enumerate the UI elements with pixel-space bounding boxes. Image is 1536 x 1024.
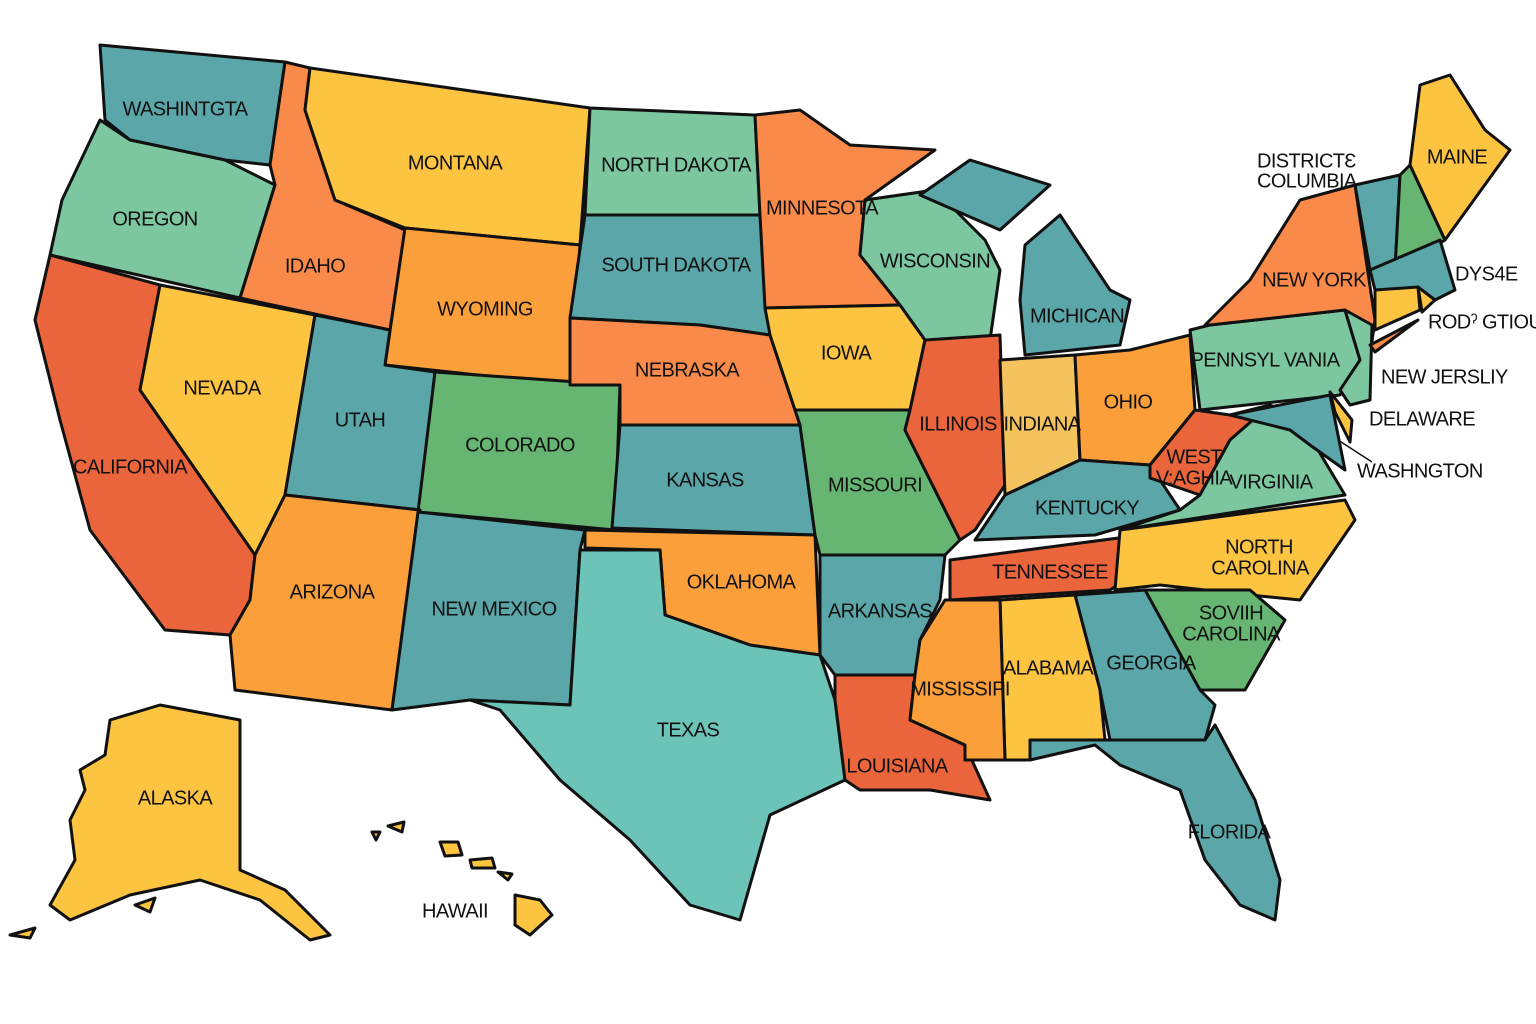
callout-district-of-columbia: COLUMBIA [1257, 170, 1358, 192]
state-label-nevada: NEVADA [183, 377, 261, 399]
state-label-hawaii: HAWAII [422, 900, 488, 922]
callout-new-jersey-callout: NEW JERSLIY [1381, 366, 1508, 388]
state-alaska[interactable] [48, 703, 332, 942]
state-hawaii[interactable] [370, 830, 382, 842]
state-label-north-carolina: CAROLINA [1211, 557, 1310, 579]
state-label-alabama: ALABAMA [1003, 657, 1095, 679]
state-rhode-island[interactable] [1416, 285, 1437, 314]
state-label-alaska: ALASKA [138, 787, 213, 809]
state-label-north-dakota: NORTH DAKOTA [601, 154, 752, 176]
callout-dys4e: DYS4E [1455, 263, 1518, 285]
state-label-idaho: IDAHO [285, 255, 345, 277]
state-hawaii[interactable] [386, 820, 406, 834]
callout-delaware-callout: DELAWARE [1369, 408, 1475, 430]
state-label-maine: MAINE [1427, 146, 1488, 168]
state-hawaii[interactable] [468, 856, 497, 870]
state-label-wyoming: WYOMING [437, 298, 533, 320]
state-label-arizona: ARIZONA [290, 581, 376, 603]
callout-rhode-island-callout: RODˀ GTIOUTT [1428, 311, 1536, 333]
state-florida[interactable] [1028, 723, 1282, 922]
state-label-south-carolina: CAROLINA [1182, 623, 1281, 645]
state-alabama[interactable] [998, 593, 1107, 762]
state-label-new-york: NEW YORK [1262, 269, 1367, 291]
state-label-west-virginia: V:AGHIA [1156, 467, 1233, 489]
callout-district-of-columbia: DISTRICTƐ [1257, 150, 1356, 172]
state-label-west-virginia: WEST [1166, 446, 1222, 468]
state-label-kansas: KANSAS [666, 469, 744, 491]
state-michigan[interactable] [918, 158, 1052, 232]
state-michigan[interactable] [1018, 213, 1132, 357]
state-texas[interactable] [468, 548, 847, 922]
state-label-pennsylvania: PENNSYL VANIA [1191, 349, 1341, 371]
state-label-california: CALIFORNIA [73, 456, 188, 478]
state-north-carolina[interactable] [1113, 498, 1357, 602]
state-label-ohio: OHIO [1104, 391, 1153, 413]
state-maryland[interactable] [1228, 393, 1347, 472]
state-label-indiana: INDIANA [1004, 413, 1082, 435]
state-delaware[interactable] [1328, 390, 1354, 444]
state-label-washington: WASHINTGTA [122, 98, 248, 120]
state-label-colorado: COLORADO [465, 434, 575, 456]
state-alaska[interactable] [133, 896, 157, 914]
state-mississippi[interactable] [908, 598, 1007, 762]
callout-leader-line [1337, 439, 1373, 463]
state-label-arkansas: ARKANSAS [828, 600, 932, 622]
state-label-michigan: MICHICAN [1030, 305, 1124, 327]
state-label-illinois: ILLINOIS [919, 413, 997, 435]
state-label-oregon: OREGON [112, 208, 197, 230]
state-connecticut[interactable] [1373, 285, 1422, 332]
state-label-south-carolina: SOVIIH [1199, 602, 1263, 624]
state-label-texas: TEXAS [657, 719, 720, 741]
labels-layer: WASHINTGTA OREGON CALIFORNIA NEVADA IDAHO MON… [73, 98, 1488, 922]
state-label-nebraska: NEBRASKA [635, 359, 740, 381]
state-label-mississippi: MISSISSIPI [910, 678, 1010, 700]
state-hawaii[interactable] [513, 893, 554, 937]
state-label-louisiana: LOUISIANA [846, 755, 949, 777]
state-label-kentucky: KENTUCKY [1035, 497, 1139, 519]
state-label-new-mexico: NEW MEXICO [431, 598, 556, 620]
states-layer [8, 43, 1512, 942]
state-label-florida: FLORIDA [1188, 821, 1272, 843]
state-maine[interactable] [1408, 73, 1512, 242]
state-label-utah: UTAH [335, 409, 386, 431]
state-alaska[interactable] [8, 926, 37, 940]
callout-washington-dc-callout: WASHNGTON [1357, 460, 1483, 482]
state-label-montana: MONTANA [408, 152, 504, 174]
state-label-iowa: IOWA [821, 342, 872, 364]
state-label-wisconsin: WISCONSIN [880, 250, 990, 272]
state-label-georgia: GEORGIA [1106, 652, 1196, 674]
state-hawaii[interactable] [496, 870, 514, 882]
state-label-oklahoma: OKLAHOMA [687, 571, 797, 593]
state-label-minnesota: MINNESOTA [766, 197, 879, 219]
state-label-north-carolina: NORTH [1225, 536, 1293, 558]
state-label-south-dakota: SOUTH DAKOTA [601, 254, 751, 276]
state-hawaii[interactable] [438, 840, 464, 858]
state-long-island[interactable] [1368, 318, 1420, 354]
state-label-missouri: MISSOURI [828, 474, 922, 496]
state-label-tennessee: TENNESSEE [992, 561, 1108, 583]
state-label-virginia: VIRGINIA [1230, 471, 1314, 493]
state-new-jersey[interactable] [1338, 308, 1374, 407]
state-virginia[interactable] [1118, 403, 1347, 532]
